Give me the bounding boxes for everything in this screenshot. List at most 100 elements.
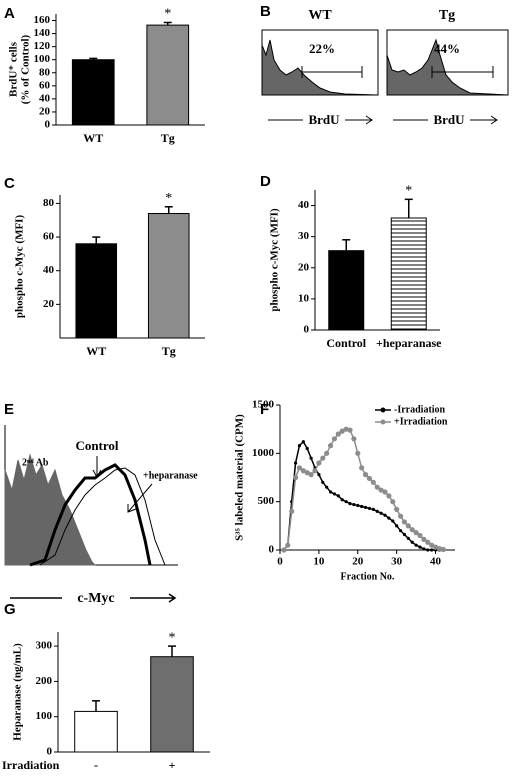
- x-tick-label: -: [94, 758, 98, 772]
- point: [406, 536, 410, 541]
- y-tick-label: 40: [43, 264, 55, 276]
- point: [395, 524, 399, 528]
- point: [426, 548, 430, 552]
- y-tick-label: 0: [304, 324, 310, 336]
- x-tick-label: Tg: [161, 131, 175, 145]
- bar: [74, 710, 118, 753]
- flow-title: WT: [308, 8, 332, 23]
- point: [410, 540, 414, 544]
- y-axis-label: BrdU⁺ cells: [8, 41, 20, 97]
- x-axis-label: c-Myc: [77, 591, 114, 606]
- bar: [328, 250, 365, 331]
- point: [390, 499, 396, 505]
- histogram: [4, 453, 97, 566]
- point: [375, 509, 379, 513]
- y-tick-label: 60: [43, 231, 55, 243]
- point: [285, 542, 291, 548]
- x-axis-label: BrdU: [308, 112, 340, 127]
- bar: [75, 243, 118, 339]
- point: [348, 502, 352, 506]
- annotation: *: [164, 7, 171, 22]
- histogram: [39, 467, 166, 566]
- point: [391, 519, 395, 523]
- point: [305, 446, 309, 451]
- y-tick-label: 0: [269, 544, 275, 556]
- point: [317, 473, 321, 477]
- gate: [431, 66, 494, 78]
- histogram: [386, 38, 509, 96]
- point: [418, 545, 422, 549]
- point: [308, 472, 314, 478]
- point: [440, 546, 446, 553]
- y-tick-label: 80: [39, 66, 51, 78]
- row-label: Irradiation: [2, 758, 60, 772]
- x-tick-label: +: [169, 758, 176, 772]
- point: [382, 489, 388, 495]
- y-tick-label: 140: [34, 27, 51, 39]
- point: [417, 532, 423, 539]
- y-axis-label: S³⁵ labeled material (CPM): [234, 414, 246, 541]
- point: [436, 545, 443, 552]
- point: [383, 513, 387, 517]
- point: [296, 465, 303, 471]
- point: [281, 547, 287, 553]
- y-tick-label: 160: [34, 14, 51, 26]
- point: [367, 506, 372, 511]
- y-axis-label: phospho c-Myc (MFI): [269, 208, 281, 312]
- point: [289, 508, 295, 514]
- y-tick-label: 100: [36, 710, 53, 722]
- y-tick-label: 20: [39, 105, 51, 117]
- y-tick-label: 500: [258, 495, 275, 507]
- point: [363, 505, 368, 510]
- point: [335, 431, 341, 437]
- point: [351, 436, 357, 442]
- panel-letter: C: [4, 175, 15, 192]
- y-tick-label: 30: [298, 230, 310, 242]
- point: [379, 511, 383, 515]
- flow-b: [261, 29, 509, 125]
- point: [402, 532, 407, 537]
- bar: [146, 24, 190, 126]
- point: [413, 530, 419, 536]
- legend-marker: [380, 419, 386, 425]
- point: [293, 461, 298, 465]
- bar: [71, 59, 115, 126]
- point: [398, 529, 403, 533]
- point: [409, 527, 415, 533]
- x-tick-label: 40: [430, 556, 442, 568]
- x-axis-label: BrdU: [433, 112, 465, 127]
- point: [320, 455, 326, 461]
- point: [370, 479, 376, 485]
- y-tick-label: 20: [43, 298, 55, 310]
- legend-marker: [380, 407, 386, 413]
- arrow: [92, 456, 102, 479]
- point: [340, 498, 344, 502]
- point: [378, 487, 384, 493]
- y-axis-label: (% of Control): [20, 34, 32, 104]
- flow-title: Tg: [439, 8, 455, 23]
- point: [386, 493, 392, 499]
- point: [352, 502, 356, 507]
- point: [414, 543, 418, 547]
- y-tick-label: 300: [36, 640, 53, 652]
- bar: [147, 213, 190, 339]
- point: [321, 480, 325, 484]
- point: [316, 460, 322, 466]
- panel-letter: E: [4, 401, 14, 418]
- x-axis-label: Fraction No.: [341, 571, 395, 582]
- point: [429, 542, 435, 548]
- panel-letter: A: [4, 5, 15, 22]
- y-tick-label: 1000: [252, 447, 275, 459]
- point: [397, 513, 404, 519]
- point: [300, 468, 306, 474]
- y-tick-label: 80: [43, 197, 55, 209]
- point: [425, 539, 431, 545]
- panel-letter: F: [260, 401, 269, 418]
- histogram: [261, 39, 379, 96]
- gate-label: 22%: [309, 41, 335, 56]
- point: [332, 492, 337, 496]
- legend-label: +Irradiation: [394, 416, 448, 427]
- x-tick-label: 30: [391, 556, 403, 568]
- annotation: *: [405, 184, 412, 199]
- axis-arrow: [268, 115, 373, 125]
